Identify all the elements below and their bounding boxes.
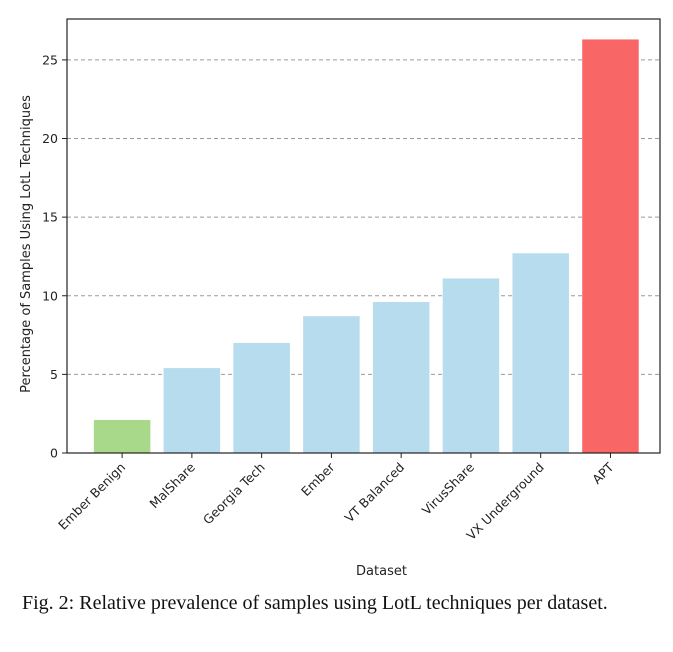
gridlines bbox=[67, 59, 660, 375]
y-tick-label: 20 bbox=[42, 131, 58, 146]
bar bbox=[582, 39, 639, 454]
plot-frame bbox=[66, 18, 661, 454]
y-tick-label: 0 bbox=[50, 446, 58, 461]
figure-caption: Fig. 2: Relative prevalence of samples u… bbox=[22, 592, 608, 614]
x-tick-label: VT Balanced bbox=[342, 460, 408, 526]
bars bbox=[93, 39, 639, 454]
y-axis-ticks: 0 5 10 15 20 25 bbox=[42, 52, 67, 461]
bar bbox=[303, 316, 360, 453]
x-axis-label: Dataset bbox=[356, 564, 407, 579]
bar bbox=[163, 368, 221, 453]
bar bbox=[512, 253, 569, 453]
x-tick-label: VirusShare bbox=[419, 459, 477, 517]
x-tick-label: Ember bbox=[298, 459, 338, 499]
y-tick-label: 25 bbox=[42, 52, 58, 67]
x-tick-label: MalShare bbox=[146, 459, 198, 511]
y-tick-label: 10 bbox=[42, 288, 58, 303]
bar bbox=[93, 419, 151, 453]
x-axis-ticks: Ember Benign MalShare Georgia Tech Ember VT … bbox=[55, 453, 617, 543]
bar-chart: 0 5 10 15 20 25 Ember Benign MalShare Georgia T… bbox=[19, 18, 661, 579]
x-tick-label: APT bbox=[589, 459, 617, 487]
y-axis-label: Percentage of Samples Using LotL Techniq… bbox=[19, 95, 34, 393]
y-tick-label: 15 bbox=[42, 210, 58, 225]
x-tick-label: Ember Benign bbox=[55, 460, 128, 533]
x-tick-label: Georgia Tech bbox=[200, 460, 268, 528]
bar bbox=[372, 302, 430, 453]
x-tick-label: VX Underground bbox=[463, 460, 546, 543]
bar bbox=[233, 342, 290, 453]
bar bbox=[442, 278, 500, 453]
y-tick-label: 5 bbox=[50, 367, 58, 382]
